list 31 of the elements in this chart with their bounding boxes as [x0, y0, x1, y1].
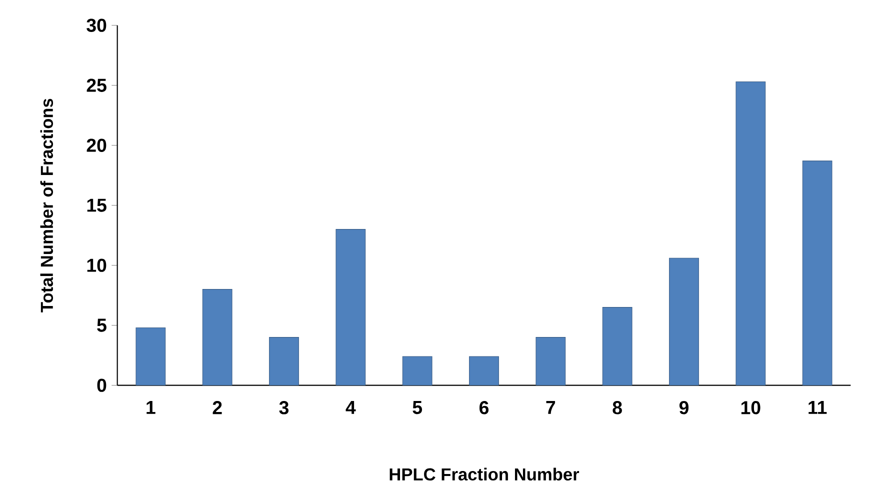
bar	[269, 337, 299, 386]
y-tick-label: 30	[86, 18, 106, 32]
x-axis-title: HPLC Fraction Number	[390, 468, 580, 481]
bar	[736, 81, 766, 386]
y-tick-label: 5	[97, 318, 106, 332]
x-tick-label: 2	[212, 401, 222, 414]
y-axis-title: Total Number of Fractions	[40, 98, 54, 312]
bar	[202, 289, 232, 386]
x-tick-label: 8	[612, 401, 622, 414]
x-tick-label: 1	[146, 401, 156, 414]
x-tick-label: 11	[808, 401, 827, 414]
x-tick-label: 3	[279, 401, 289, 414]
x-tick-label: 9	[679, 401, 689, 414]
x-tick-label: 10	[741, 401, 760, 414]
x-tick-label: 4	[346, 401, 356, 414]
x-tick-label: 6	[480, 401, 489, 414]
bar	[602, 307, 632, 386]
bar	[802, 160, 832, 386]
x-tick-label: 5	[412, 401, 422, 414]
y-tick-label: 10	[87, 258, 106, 272]
y-tick-label: 0	[97, 378, 106, 392]
bar	[469, 356, 499, 386]
bar	[402, 356, 432, 386]
y-tick-label: 25	[86, 78, 106, 92]
bar	[336, 229, 366, 386]
bar	[536, 337, 566, 386]
bar	[136, 327, 166, 386]
bar	[669, 258, 699, 386]
y-tick-label: 15	[87, 198, 106, 212]
x-tick-label: 7	[546, 401, 556, 414]
y-tick-label: 20	[86, 138, 106, 152]
